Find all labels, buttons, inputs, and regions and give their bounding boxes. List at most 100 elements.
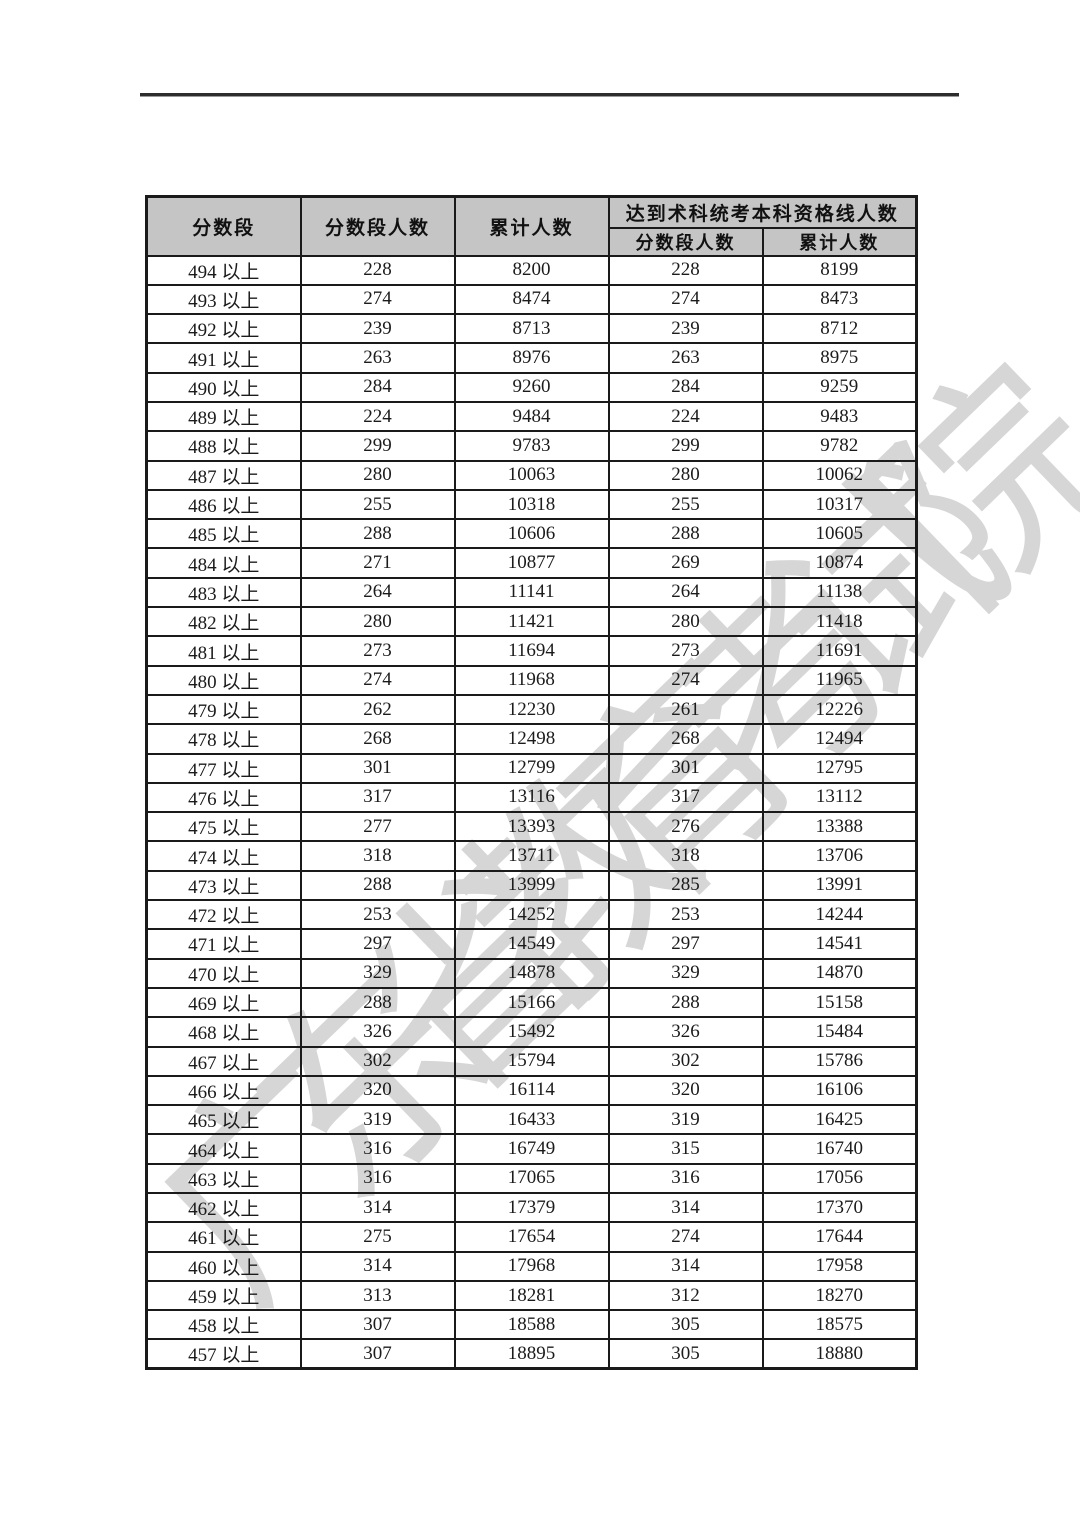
qualified-range-count-cell: 319 — [607, 1104, 764, 1136]
table-body: 494 以上 228 8200 228 8199 493 以上 274 8474 274 8473… — [145, 254, 918, 1370]
qualified-range-count-cell: 255 — [607, 488, 764, 521]
cumulative-count-cell: 10063 — [453, 459, 610, 491]
qualified-cumulative-cell: 10605 — [761, 518, 918, 550]
cumulative-count-cell: 8976 — [453, 342, 610, 374]
table-row: 490 以上 284 9260 284 9259 — [145, 371, 918, 403]
qualified-cumulative-cell: 16425 — [761, 1104, 918, 1136]
qualified-cumulative-cell: 13112 — [761, 781, 918, 814]
qualified-range-count-cell: 288 — [607, 518, 764, 550]
qualified-range-count-cell: 318 — [607, 840, 764, 872]
cumulative-count-cell: 18588 — [453, 1309, 610, 1341]
range-count-cell: 280 — [299, 606, 456, 638]
qualified-cumulative-cell: 16106 — [761, 1074, 918, 1107]
qualified-cumulative-cell: 13388 — [761, 811, 918, 843]
score-range-cell: 487 以上 — [145, 459, 302, 491]
cumulative-count-cell: 16749 — [453, 1133, 610, 1165]
score-range-cell: 473 以上 — [145, 869, 302, 902]
qualified-cumulative-cell: 17644 — [761, 1221, 918, 1253]
table-row: 457 以上 307 18895 305 18880 — [145, 1338, 918, 1370]
table-row: 485 以上 288 10606 288 10605 — [145, 518, 918, 550]
table-row: 492 以上 239 8713 239 8712 — [145, 313, 918, 345]
qualified-cumulative-cell: 15484 — [761, 1016, 918, 1048]
qualified-cumulative-cell: 13991 — [761, 869, 918, 902]
qualified-cumulative-cell: 9782 — [761, 430, 918, 462]
score-range-cell: 474 以上 — [145, 840, 302, 872]
range-count-cell: 314 — [299, 1191, 456, 1224]
qualified-cumulative-cell: 14541 — [761, 928, 918, 960]
range-count-cell: 319 — [299, 1104, 456, 1136]
score-range-cell: 470 以上 — [145, 957, 302, 989]
cumulative-count-cell: 12230 — [453, 693, 610, 726]
qualified-range-count-cell: 317 — [607, 781, 764, 814]
score-range-cell: 462 以上 — [145, 1191, 302, 1224]
score-range-cell: 457 以上 — [145, 1338, 302, 1370]
qualified-range-count-cell: 301 — [607, 752, 764, 784]
range-count-cell: 326 — [299, 1016, 456, 1048]
range-count-cell: 288 — [299, 869, 456, 902]
range-count-cell: 299 — [299, 430, 456, 462]
qualified-cumulative-cell: 8975 — [761, 342, 918, 374]
qualified-cumulative-cell: 18575 — [761, 1309, 918, 1341]
qualified-cumulative-cell: 8473 — [761, 283, 918, 316]
cumulative-count-cell: 16114 — [453, 1074, 610, 1107]
table-row: 484 以上 271 10877 269 10874 — [145, 547, 918, 579]
qualified-cumulative-cell: 9259 — [761, 371, 918, 403]
range-count-cell: 284 — [299, 371, 456, 403]
cumulative-count-cell: 9484 — [453, 400, 610, 433]
qualified-cumulative-cell: 14244 — [761, 899, 918, 931]
range-count-cell: 314 — [299, 1250, 456, 1282]
range-count-cell: 275 — [299, 1221, 456, 1253]
range-count-cell: 271 — [299, 547, 456, 579]
range-count-cell: 307 — [299, 1309, 456, 1341]
qualified-range-count-cell: 285 — [607, 869, 764, 902]
score-range-cell: 488 以上 — [145, 430, 302, 462]
score-range-cell: 467 以上 — [145, 1045, 302, 1077]
qualified-range-count-cell: 284 — [607, 371, 764, 403]
table-row: 488 以上 299 9783 299 9782 — [145, 430, 918, 462]
qualified-range-count-cell: 268 — [607, 723, 764, 755]
range-count-cell: 264 — [299, 576, 456, 609]
cumulative-count-cell: 16433 — [453, 1104, 610, 1136]
qualified-cumulative-cell: 11965 — [761, 664, 918, 696]
cumulative-count-cell: 11141 — [453, 576, 610, 609]
table-row: 473 以上 288 13999 285 13991 — [145, 869, 918, 902]
table-row: 481 以上 273 11694 273 11691 — [145, 635, 918, 667]
range-count-cell: 329 — [299, 957, 456, 989]
range-count-cell: 239 — [299, 313, 456, 345]
table-row: 489 以上 224 9484 224 9483 — [145, 400, 918, 433]
range-count-cell: 274 — [299, 283, 456, 316]
score-range-cell: 480 以上 — [145, 664, 302, 696]
table-row: 471 以上 297 14549 297 14541 — [145, 928, 918, 960]
score-range-cell: 463 以上 — [145, 1162, 302, 1195]
cumulative-count-cell: 17968 — [453, 1250, 610, 1282]
qualified-range-count-cell: 228 — [607, 254, 764, 286]
range-count-cell: 228 — [299, 254, 456, 286]
qualified-cumulative-cell: 15786 — [761, 1045, 918, 1077]
qualified-range-count-cell: 326 — [607, 1016, 764, 1048]
score-range-cell: 481 以上 — [145, 635, 302, 667]
cumulative-count-cell: 14252 — [453, 899, 610, 931]
table-row: 482 以上 280 11421 280 11418 — [145, 606, 918, 638]
score-range-cell: 483 以上 — [145, 576, 302, 609]
range-count-cell: 317 — [299, 781, 456, 814]
range-count-cell: 288 — [299, 986, 456, 1019]
qualified-cumulative-cell: 15158 — [761, 986, 918, 1019]
table-row: 464 以上 316 16749 315 16740 — [145, 1133, 918, 1165]
qualified-range-count-cell: 305 — [607, 1338, 764, 1370]
score-range-cell: 489 以上 — [145, 400, 302, 433]
table-header: 分数段 分数段人数 累计人数 达到术科统考本科资格线人数 分数段人数 累计人数 — [145, 195, 918, 257]
range-count-cell: 316 — [299, 1133, 456, 1165]
table-row: 459 以上 313 18281 312 18270 — [145, 1279, 918, 1312]
qualified-range-count-cell: 264 — [607, 576, 764, 609]
table-row: 476 以上 317 13116 317 13112 — [145, 781, 918, 814]
range-count-cell: 268 — [299, 723, 456, 755]
score-range-cell: 464 以上 — [145, 1133, 302, 1165]
table-row: 462 以上 314 17379 314 17370 — [145, 1191, 918, 1224]
table-row: 487 以上 280 10063 280 10062 — [145, 459, 918, 491]
table-row: 467 以上 302 15794 302 15786 — [145, 1045, 918, 1077]
qualified-range-count-cell: 261 — [607, 693, 764, 726]
qualified-range-count-cell: 224 — [607, 400, 764, 433]
table-row: 470 以上 329 14878 329 14870 — [145, 957, 918, 989]
range-count-cell: 320 — [299, 1074, 456, 1107]
cumulative-count-cell: 15794 — [453, 1045, 610, 1077]
